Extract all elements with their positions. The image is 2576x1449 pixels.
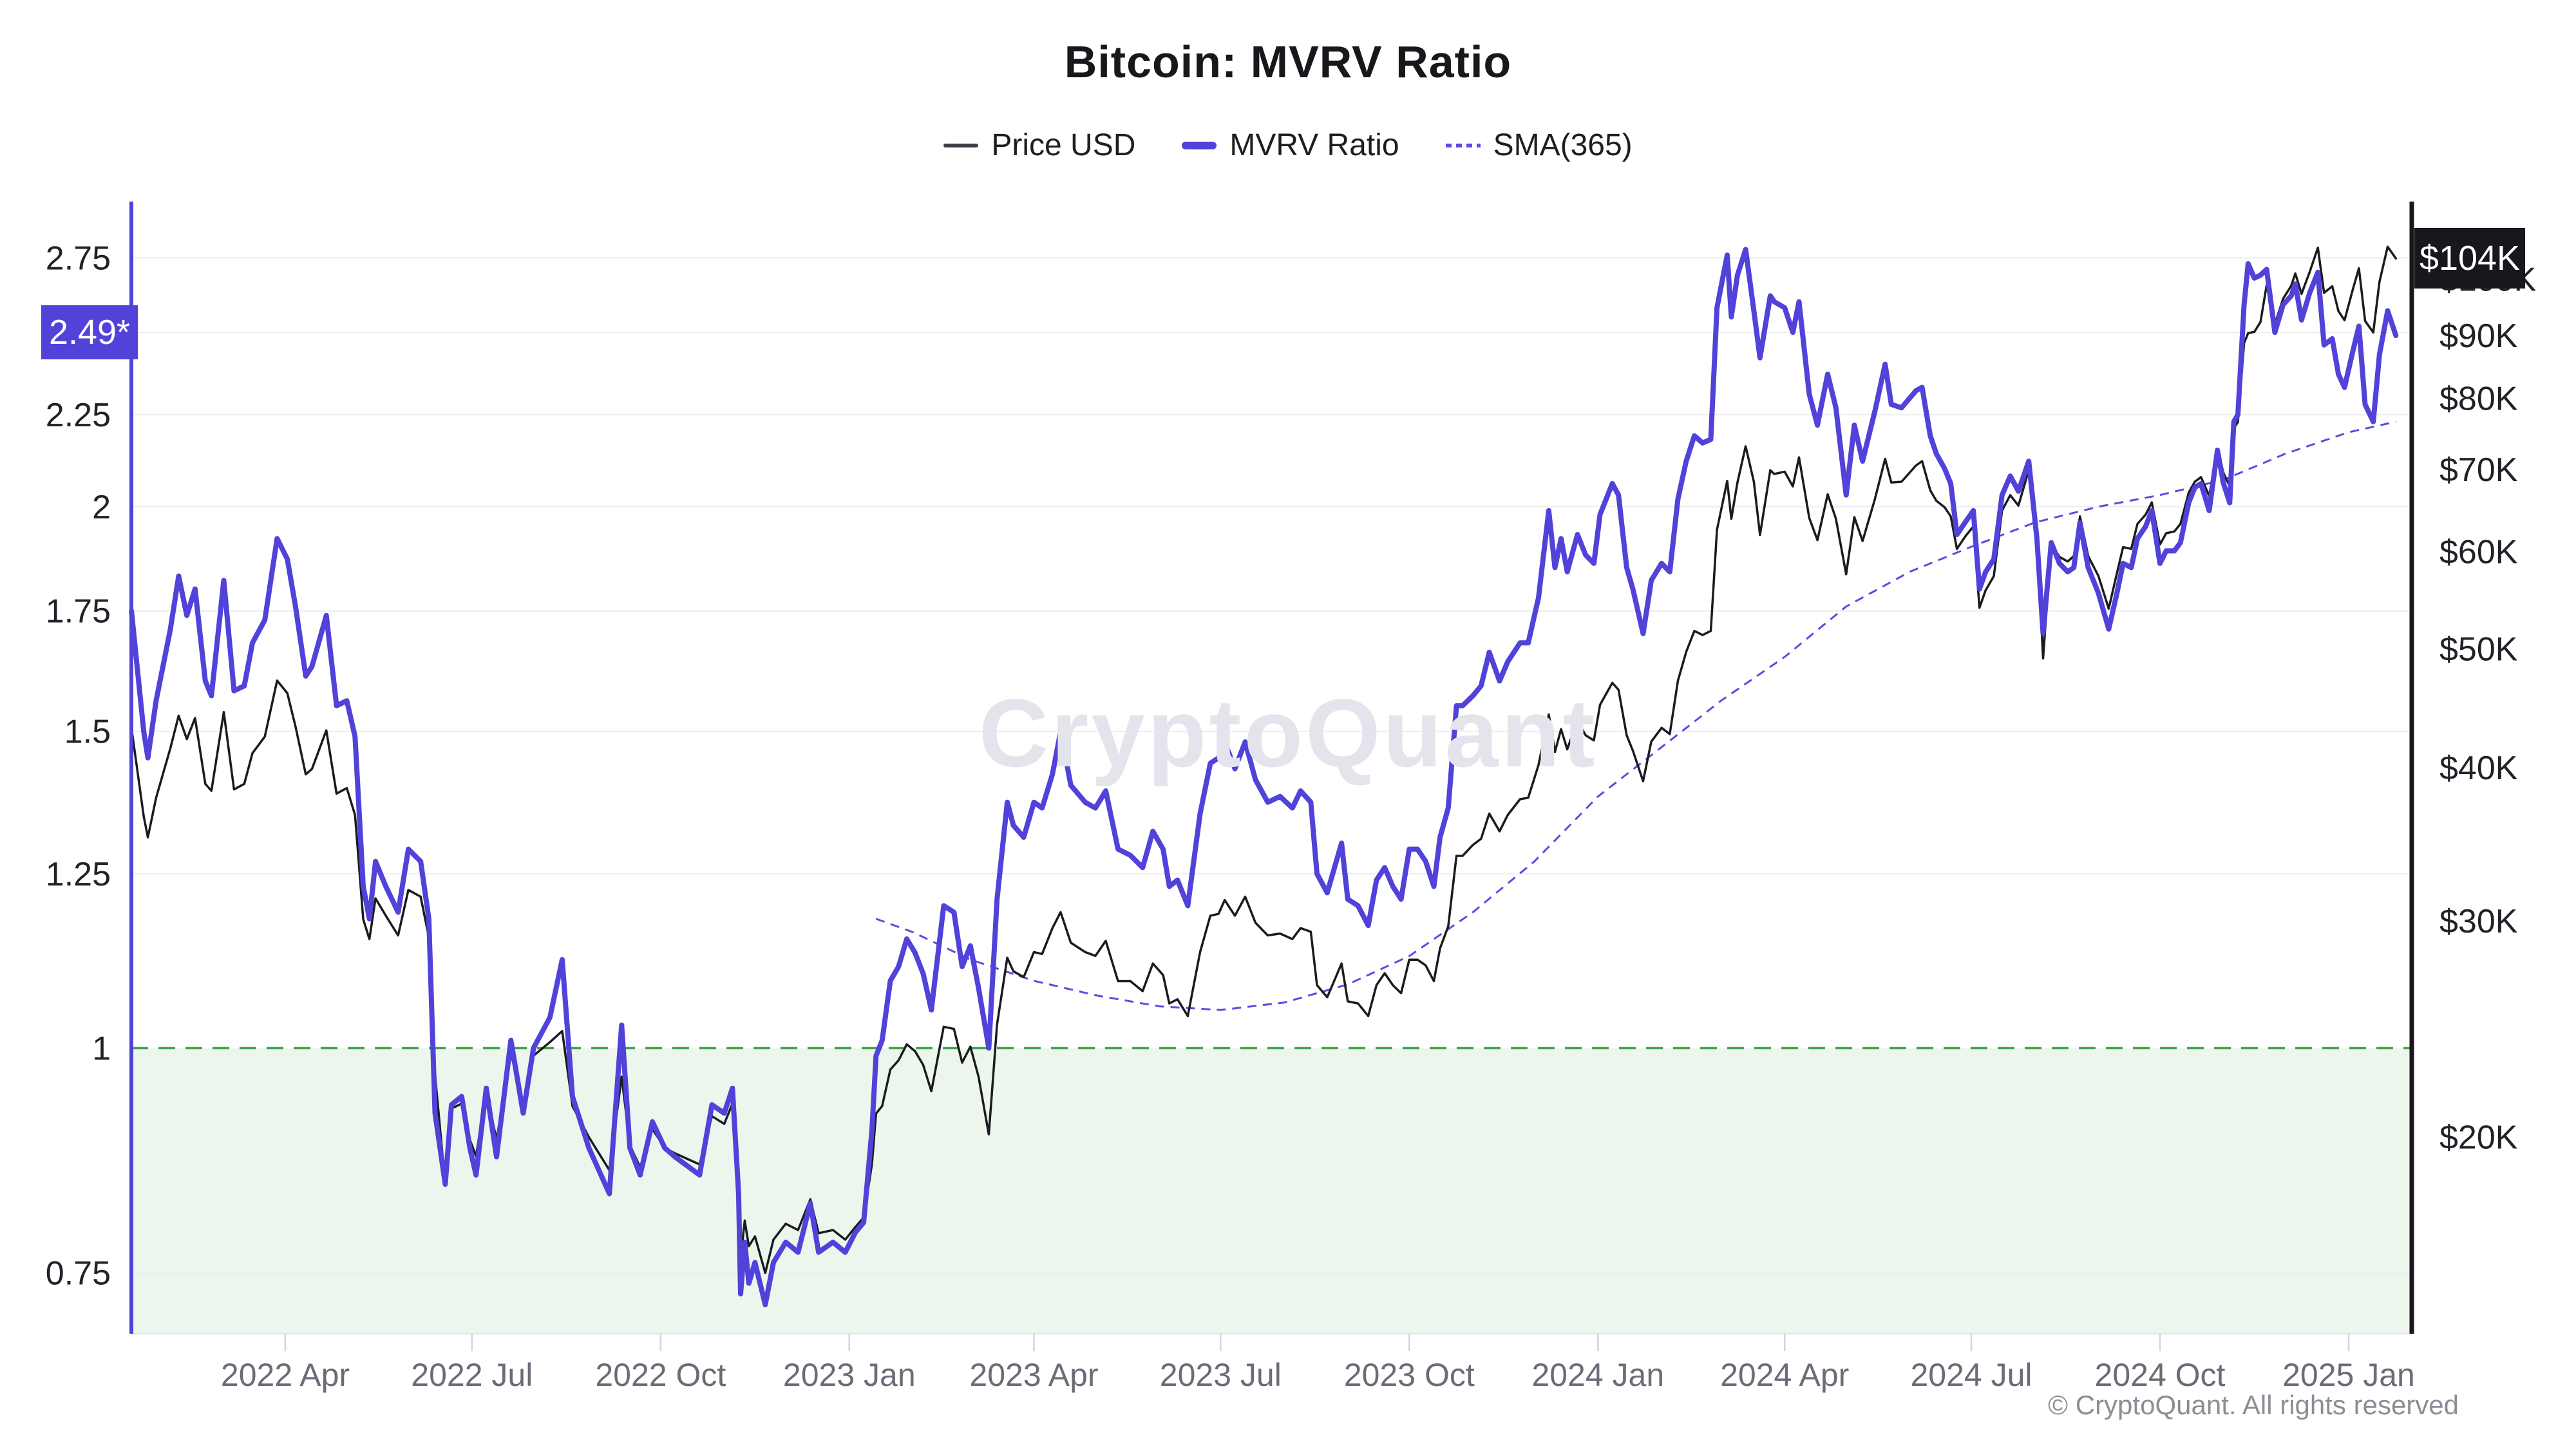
legend-label: Price USD: [991, 128, 1136, 162]
x-tick-label: 2025 Jan: [2282, 1357, 2415, 1393]
y-right-tick-label: $90K: [2439, 317, 2518, 355]
watermark: CryptoQuant: [978, 679, 1598, 787]
y-right-tick-label: $30K: [2439, 903, 2518, 940]
y-left-axis-labels: 2.75 2.25 2 1.75 1.5 1.25 1 0.75: [46, 240, 111, 1293]
x-tick-label: 2023 Jan: [783, 1357, 916, 1393]
x-tick-label: 2023 Jul: [1160, 1357, 1282, 1393]
x-tick-label: 2024 Apr: [1720, 1357, 1849, 1393]
x-axis: 2022 Apr 2022 Jul 2022 Oct 2023 Jan 2023 Apr…: [221, 1334, 2415, 1393]
legend-item-mvrv-ratio[interactable]: MVRV Ratio: [1182, 128, 1399, 163]
y-left-tick-label: 1.75: [46, 593, 111, 630]
x-tick-label: 2023 Apr: [969, 1357, 1098, 1393]
y-left-tick-label: 1.25: [46, 856, 111, 893]
mvrv-line-swatch: [1182, 141, 1217, 149]
y-right-tick-label: $20K: [2439, 1119, 2518, 1157]
y-left-tick-label: 2.25: [46, 397, 111, 434]
page-title: Bitcoin: MVRV Ratio: [1064, 37, 1512, 87]
x-tick-label: 2022 Apr: [221, 1357, 350, 1393]
price-line: [130, 245, 2398, 1274]
y-right-tick-label: $50K: [2439, 630, 2518, 668]
sma-dashed-swatch: [1445, 143, 1481, 147]
x-tick-label: 2024 Jan: [1531, 1357, 1664, 1393]
legend-item-sma-365-[interactable]: SMA(365): [1445, 128, 1633, 163]
y-left-tick-label: 2.75: [46, 240, 111, 278]
x-tick-label: 2024 Jul: [1910, 1357, 2032, 1393]
gridlines: [131, 257, 2412, 1335]
y-right-tick-label: $40K: [2439, 750, 2518, 787]
mvrv-current-badge: 2.49*: [41, 305, 138, 359]
x-tick-label: 2022 Jul: [411, 1357, 533, 1393]
x-tick-label: 2024 Oct: [2095, 1357, 2226, 1393]
legend-label: MVRV Ratio: [1229, 128, 1399, 162]
price-line-swatch: [943, 143, 979, 147]
mvrv-line: [129, 247, 2399, 1307]
y-right-tick-label: $60K: [2439, 534, 2518, 571]
legend-item-price-usd[interactable]: Price USD: [943, 128, 1135, 163]
legend-label: SMA(365): [1493, 128, 1633, 162]
price-current-badge: $104K: [2414, 228, 2525, 289]
x-tick-label: 2023 Oct: [1344, 1357, 1475, 1393]
sma365-line: [875, 421, 2396, 1011]
x-tick-label: 2022 Oct: [595, 1357, 726, 1393]
copyright-text: © CryptoQuant. All rights reserved: [2048, 1390, 2459, 1420]
y-left-tick-label: 1.5: [64, 714, 111, 751]
legend: Price USD MVRV Ratio SMA(365): [0, 128, 2576, 163]
y-right-tick-label: $80K: [2439, 380, 2518, 417]
y-left-tick-label: 2: [92, 489, 111, 526]
y-left-tick-label: 1: [92, 1030, 111, 1068]
undervalued-zone: [131, 1048, 2412, 1334]
y-left-tick-label: 0.75: [46, 1255, 111, 1292]
y-right-tick-label: $70K: [2439, 451, 2518, 489]
